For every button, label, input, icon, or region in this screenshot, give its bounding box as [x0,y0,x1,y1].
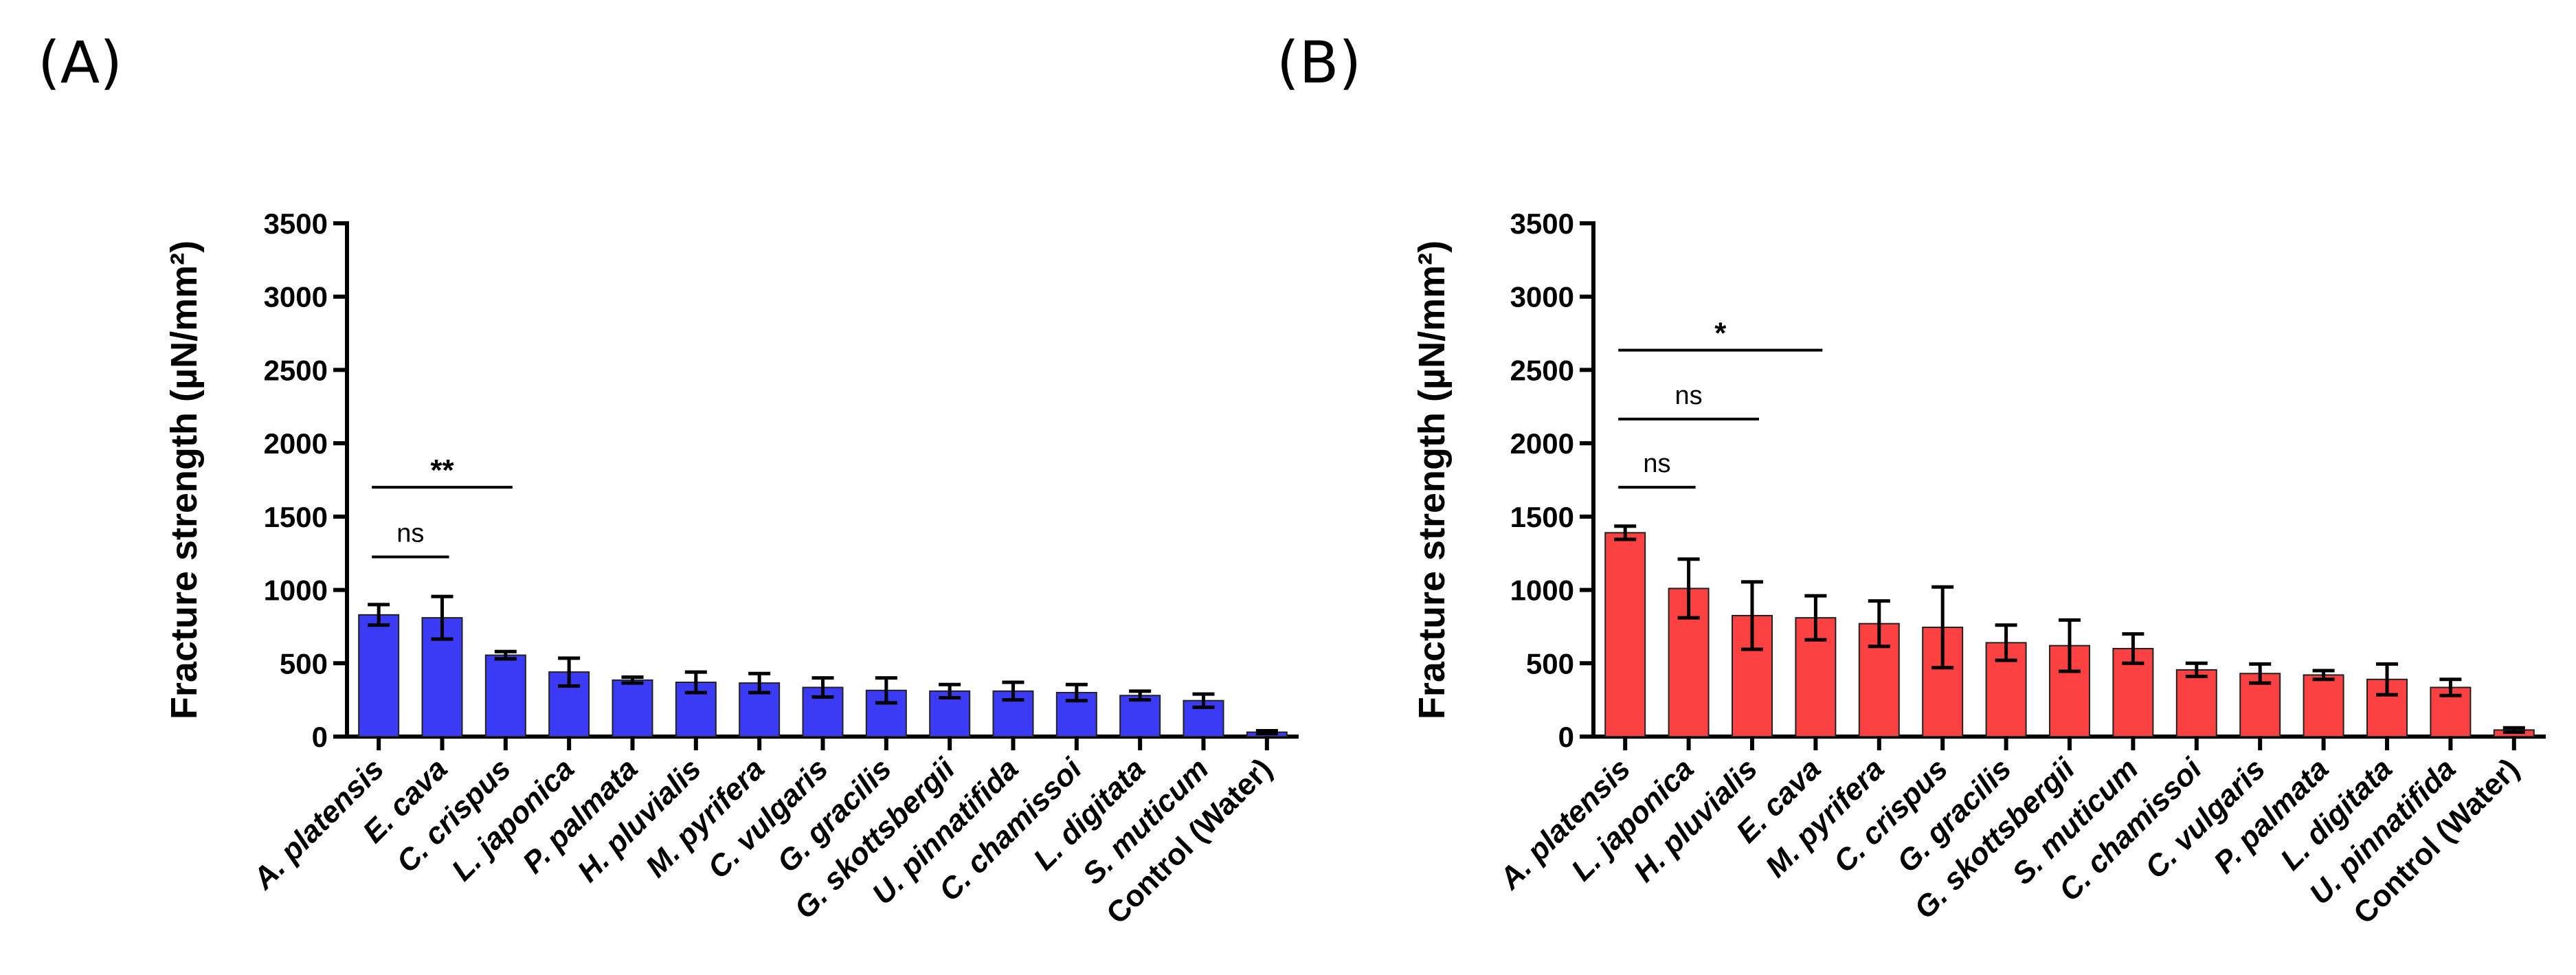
bar [484,654,526,737]
bar [1119,695,1161,737]
y-tick-label: 2000 [1510,427,1574,460]
panel-label: (B) [1277,29,1361,96]
y-tick-label: 500 [280,647,328,680]
y-tick-label: 3500 [1510,208,1574,240]
significance-label: ** [430,453,454,487]
significance-label: ns [1643,449,1670,478]
panel-a: (A) Fracture strength (µN/mm²) 0 500 1000 150… [38,29,1299,930]
bar [2175,669,2217,738]
y-tick-label: 0 [1558,721,1574,753]
y-tick-label: 0 [312,721,328,753]
bar [2303,674,2344,737]
y-tick-label: 2000 [264,427,328,460]
bar [358,614,400,738]
significance-label: ns [1675,381,1703,410]
y-axis-label: Fracture strength (µN/mm²) [164,240,205,719]
y-tick-label: 3000 [264,281,328,313]
y-axis-label: Fracture strength (µN/mm²) [1411,240,1453,719]
y-tick-label: 2500 [1510,354,1574,386]
panel-label: (A) [38,29,122,96]
y-tick-label: 1500 [264,501,328,533]
y-tick-label: 2500 [264,354,328,386]
bar [1604,532,1646,737]
significance-label: ns [396,519,424,548]
y-tick-label: 3500 [264,208,328,240]
bar [1795,617,1837,737]
y-tick-label: 500 [1526,647,1574,680]
y-tick-label: 1000 [264,574,328,607]
panel-b: (B) Fracture strength (µN/mm²) 0 500 1000 150… [1277,29,2546,930]
y-tick-label: 1000 [1510,574,1574,607]
y-tick-label: 3000 [1510,281,1574,313]
y-tick-label: 1500 [1510,501,1574,533]
bar [612,679,653,738]
significance-label: * [1714,317,1727,350]
